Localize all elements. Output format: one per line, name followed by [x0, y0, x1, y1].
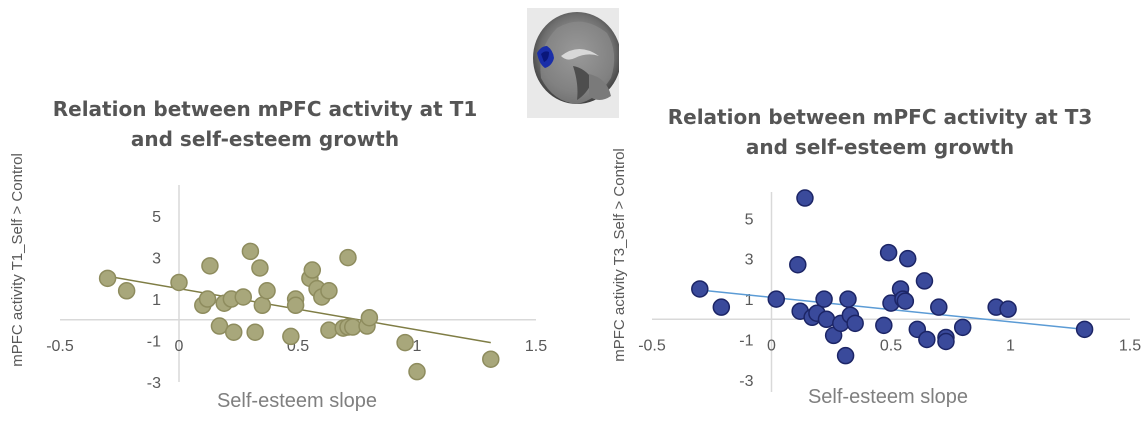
t1-x-axis-label: Self-esteem slope [217, 390, 377, 412]
t1-data-point [303, 261, 322, 279]
t1-y-tick-label: -3 [147, 375, 161, 392]
t3-y-axis-label: mPFC activity T3_Self > Control [611, 148, 628, 362]
t3-y-tick-label: 3 [745, 252, 754, 269]
t1-y-tick-label: 5 [152, 209, 161, 226]
t3-data-point [875, 316, 893, 335]
t1-data-point [396, 333, 414, 352]
t1-x-tick-label: 1 [413, 338, 422, 355]
t3-data-point [915, 272, 934, 290]
t3-data-point [815, 290, 833, 308]
t1-data-point [98, 269, 117, 288]
t1-x-tick-label: 0 [175, 338, 184, 355]
t1-data-point [320, 282, 338, 300]
t1-data-point [339, 248, 357, 267]
t3-data-point [918, 330, 936, 349]
t3-y-tick-label: 1 [745, 292, 754, 309]
t3-x-tick-label: 1.5 [1119, 337, 1141, 354]
t1-data-point [234, 288, 253, 306]
t3-data-point [896, 292, 915, 310]
chart-title-t1: Relation between mPFC activity at T1 and… [40, 94, 490, 154]
t3-y-tick-label: -1 [739, 332, 753, 349]
t1-data-point [224, 323, 243, 341]
chart-title-t3-line1: Relation between mPFC activity at T3 [667, 105, 1093, 129]
t3-data-point [879, 243, 898, 262]
t3-data-point [817, 310, 836, 329]
chart-title-t3-line2: and self-esteem growth [745, 135, 1015, 159]
t3-data-point [796, 189, 814, 207]
t3-data-point [953, 318, 972, 337]
t3-data-point [937, 332, 955, 351]
t3-x-tick-label: 0 [767, 337, 776, 354]
chart-title-t1-line2: and self-esteem growth [130, 127, 400, 151]
t3-data-point [846, 314, 864, 333]
t3-x-tick-label: 0.5 [880, 337, 902, 354]
t1-y-axis-label: mPFC activity T1_Self > Control [9, 153, 26, 367]
t1-data-point [408, 362, 426, 381]
t1-data-point [320, 321, 338, 339]
chart-title-t3: Relation between mPFC activity at T3 and… [640, 102, 1120, 162]
t3-y-tick-label: 5 [745, 211, 754, 228]
t1-y-tick-label: 3 [152, 251, 161, 268]
brain-mri-image [527, 8, 619, 118]
t1-data-point [170, 273, 188, 292]
t1-data-point [210, 317, 229, 335]
t1-y-tick-label: -1 [147, 334, 161, 351]
t3-data-point [789, 255, 807, 274]
t3-data-point [767, 290, 786, 308]
t3-data-point [898, 249, 917, 268]
t1-data-point [198, 290, 217, 308]
t3-data-point [839, 290, 857, 308]
t3-data-point [691, 280, 709, 298]
t1-data-point [253, 296, 272, 315]
t3-x-axis-label: Self-esteem slope [808, 386, 968, 408]
t1-data-point [251, 259, 269, 277]
t1-data-point [241, 242, 260, 261]
t3-data-point [999, 300, 1017, 318]
t3-x-tick-label: -0.5 [638, 337, 666, 354]
t3-data-point [836, 346, 855, 365]
t1-data-point [258, 282, 276, 300]
t3-x-tick-label: 1 [1006, 337, 1015, 354]
t1-x-tick-label: 1.5 [525, 338, 547, 355]
t1-data-point [482, 350, 500, 368]
t1-data-point [117, 282, 136, 300]
t3-data-point [930, 298, 948, 316]
t1-data-point [360, 308, 379, 327]
t1-x-tick-label: -0.5 [46, 338, 74, 355]
t3-y-tick-label: -3 [739, 373, 753, 390]
t1-y-tick-label: 1 [152, 292, 161, 309]
t1-data-point [286, 296, 305, 315]
t1-data-point [282, 327, 300, 346]
t3-data-point [712, 298, 731, 316]
t1-data-point [246, 323, 264, 341]
t1-data-point [201, 257, 219, 275]
chart-title-t1-line1: Relation between mPFC activity at T1 [52, 97, 478, 121]
t3-data-point [1075, 320, 1094, 339]
